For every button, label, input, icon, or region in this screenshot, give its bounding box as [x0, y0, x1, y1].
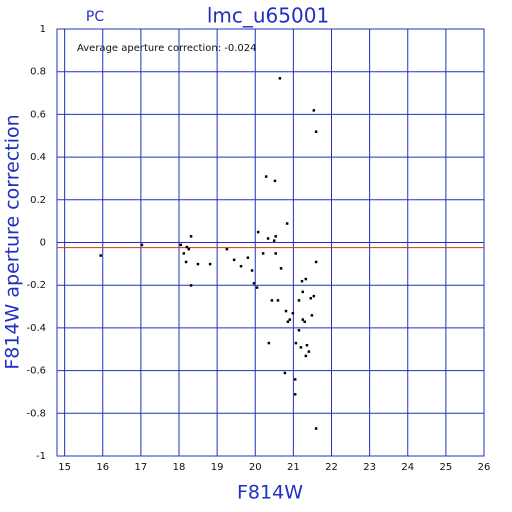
point: [232, 258, 236, 262]
y-tick-label: -1: [36, 451, 46, 462]
point: [250, 269, 254, 272]
point: [184, 260, 188, 264]
point: [196, 262, 200, 266]
point: [305, 343, 309, 347]
point: [304, 277, 308, 281]
point: [310, 314, 314, 317]
point: [294, 341, 298, 345]
x-tick-label: 20: [249, 462, 262, 473]
y-tick-label: 0.6: [30, 109, 46, 120]
y-tick-label: -0.4: [26, 323, 46, 334]
y-tick-label: -0.8: [26, 408, 46, 419]
x-tick-label: 17: [135, 462, 148, 473]
x-tick-label: 23: [363, 462, 376, 473]
point: [291, 311, 295, 315]
point: [273, 179, 277, 183]
point: [279, 267, 283, 270]
point: [264, 175, 268, 178]
point: [225, 247, 229, 251]
point: [261, 252, 265, 255]
point: [314, 427, 318, 430]
point: [189, 235, 193, 238]
point: [256, 230, 260, 234]
y-axis-label: F814W aperture correction: [2, 114, 24, 369]
point: [99, 254, 102, 257]
point: [185, 245, 189, 249]
y-tick-label: -0.6: [26, 366, 46, 377]
point: [208, 262, 212, 266]
point: [246, 256, 250, 259]
x-tick-label: 18: [173, 462, 186, 473]
chart-title: lmc_u65001: [207, 4, 329, 28]
point: [274, 235, 277, 238]
x-tick-label: 19: [211, 462, 224, 473]
point: [314, 130, 318, 133]
point: [255, 286, 259, 289]
y-tick-label: 0.8: [30, 67, 46, 78]
point: [284, 309, 288, 313]
point: [272, 239, 276, 242]
point: [270, 299, 274, 302]
point: [274, 252, 277, 255]
y-tick-label: 0.2: [30, 195, 46, 206]
plot-frame: [56, 28, 485, 457]
point: [285, 222, 289, 225]
point: [312, 109, 316, 112]
point: [252, 282, 256, 285]
x-tick-label: 16: [96, 462, 109, 473]
point: [293, 378, 297, 381]
point: [293, 393, 297, 396]
chart-subtitle: PC: [86, 9, 104, 25]
point: [288, 318, 292, 321]
point: [239, 264, 243, 268]
y-tick-label: -0.2: [26, 280, 46, 291]
x-tick-label: 21: [287, 462, 300, 473]
point: [182, 252, 186, 255]
y-tick-label: 0: [40, 238, 46, 249]
point: [303, 320, 306, 323]
point: [299, 346, 303, 349]
point: [276, 299, 280, 302]
point: [312, 294, 316, 298]
point: [309, 297, 313, 300]
point: [283, 371, 287, 375]
annotation: Average aperture correction: -0.024: [77, 43, 257, 54]
point: [307, 350, 311, 353]
point: [267, 341, 271, 345]
point: [189, 284, 193, 287]
point: [179, 243, 183, 247]
point: [300, 279, 304, 283]
point: [187, 247, 191, 251]
point: [301, 290, 305, 294]
point: [266, 237, 270, 240]
point: [304, 354, 308, 358]
point: [314, 260, 318, 264]
x-axis-label: F814W: [237, 482, 303, 504]
point: [278, 77, 282, 80]
x-tick-label: 22: [325, 462, 338, 473]
x-tick-label: 25: [440, 462, 453, 473]
x-tick-label: 26: [478, 462, 491, 473]
y-tick-label: 1: [40, 24, 46, 35]
point: [297, 299, 301, 302]
point: [301, 318, 305, 321]
point: [286, 320, 290, 323]
point: [140, 243, 144, 247]
x-tick-label: 15: [58, 462, 71, 473]
point: [297, 329, 301, 332]
y-tick-label: 0.4: [30, 152, 46, 163]
x-tick-label: 24: [401, 462, 414, 473]
